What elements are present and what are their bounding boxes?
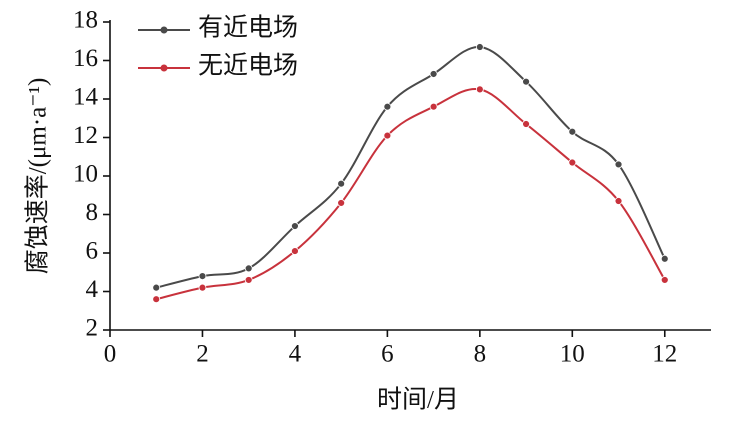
data-point: [522, 77, 530, 86]
data-point: [475, 43, 484, 51]
data-point: [198, 272, 207, 281]
y-axis-label: 腐蚀速率/(μm·a⁻¹): [24, 78, 52, 275]
data-point: [660, 276, 669, 284]
y-tick-label: 6: [86, 238, 99, 265]
data-point: [614, 197, 623, 205]
y-tick-label: 14: [73, 84, 99, 111]
legend-marker: [160, 64, 168, 72]
data-point: [337, 179, 346, 188]
data-point: [152, 283, 161, 292]
x-tick-label: 12: [652, 341, 677, 368]
data-point: [383, 102, 392, 111]
data-point: [152, 295, 161, 304]
data-point: [291, 222, 299, 230]
data-point: [429, 102, 438, 111]
legend-label: 无近电场: [198, 52, 298, 80]
series-line: [155, 46, 666, 289]
y-tick-label: 4: [86, 276, 99, 303]
data-point: [568, 127, 577, 136]
data-point: [429, 70, 438, 78]
legend-label: 有近电场: [198, 14, 298, 42]
data-point: [383, 131, 392, 140]
data-point: [244, 276, 253, 284]
data-point: [198, 283, 207, 292]
y-tick-label: 18: [73, 7, 98, 34]
data-point: [244, 264, 253, 273]
data-point: [475, 85, 484, 94]
y-tick-label: 10: [73, 161, 98, 188]
x-tick-label: 8: [474, 341, 487, 368]
data-point: [337, 199, 346, 207]
data-point: [568, 158, 577, 167]
x-tick-label: 2: [196, 341, 209, 368]
y-tick-label: 16: [73, 45, 98, 72]
x-tick-label: 10: [560, 341, 585, 368]
legend-marker: [160, 26, 168, 34]
x-axis-label: 时间/月: [377, 386, 459, 414]
y-tick-label: 8: [86, 199, 99, 226]
data-point: [522, 120, 530, 128]
data-point: [660, 254, 669, 263]
y-tick-label: 2: [86, 315, 99, 342]
y-tick-label: 12: [73, 122, 98, 149]
x-tick-label: 0: [104, 341, 117, 368]
data-point: [291, 247, 299, 255]
x-tick-label: 4: [289, 341, 302, 368]
data-point: [614, 160, 623, 169]
series-line: [155, 87, 666, 301]
x-tick-label: 6: [381, 341, 394, 368]
